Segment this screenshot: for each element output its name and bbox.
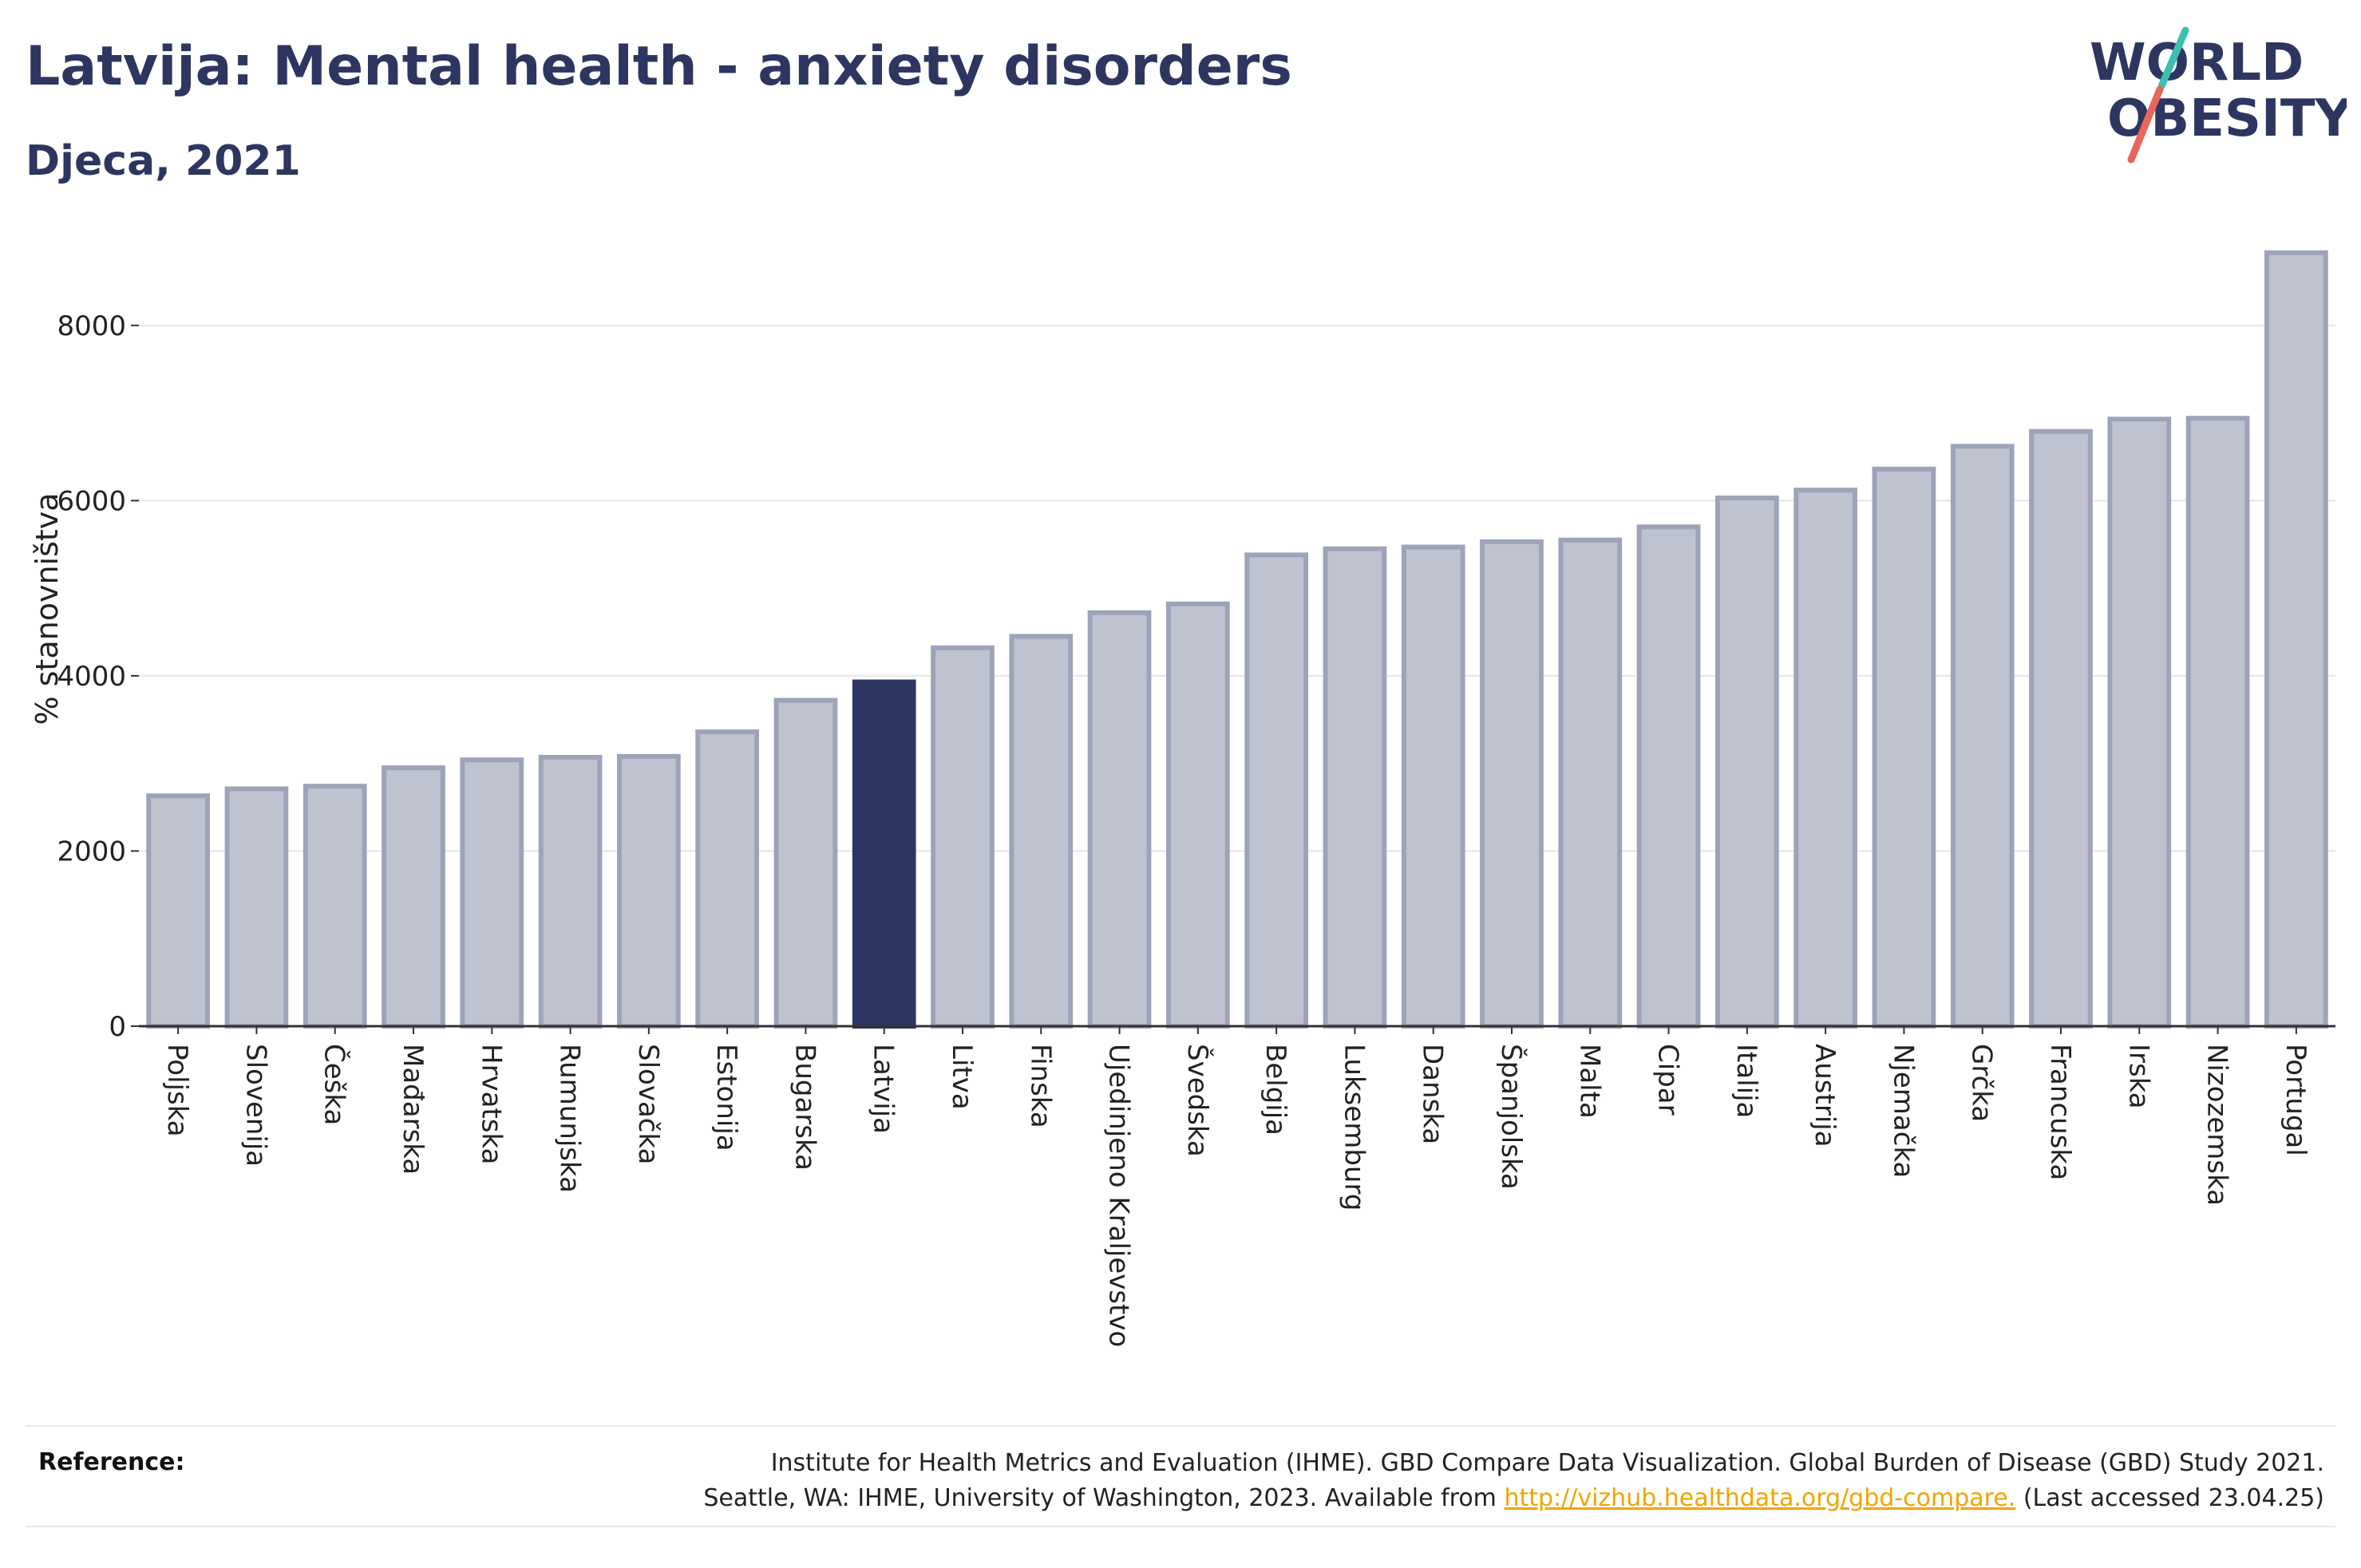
bar [931,645,995,1029]
x-tick-label: Grčka [1966,1044,1998,1122]
page-subtitle: Djeca, 2021 [26,137,301,185]
reference-link[interactable]: http://vizhub.healthdata.org/gbd-compare… [1504,1484,2016,1512]
bar [1244,552,1309,1029]
x-tick-label: Njemačka [1887,1044,1919,1178]
x-tick-label: Slovačka [632,1044,664,1164]
x-tick-label: Švedska [1181,1044,1214,1157]
bar [460,757,524,1029]
bar [695,729,759,1029]
logo-slash-top [2157,26,2189,90]
x-tick-label: Poljska [161,1044,193,1137]
x-tick-label: Litva [946,1044,978,1110]
x-tick-label: Španjolska [1495,1044,1528,1190]
reference-text: Institute for Health Metrics and Evaluat… [488,1446,2324,1516]
footer-divider-top [26,1425,2335,1427]
x-tick-label: Slovenija [239,1044,271,1167]
x-tick-label: Estonija [710,1044,742,1151]
bar [224,786,289,1029]
x-tick-label: Luksemburg [1338,1044,1370,1211]
bar [538,754,603,1029]
bar [1715,496,1779,1029]
x-tick-labels: Poljska Slovenija Češka Mađarska Hrvatska Rum… [161,1026,2312,1347]
x-tick-label: Mađarska [397,1044,429,1175]
bar [1166,601,1230,1029]
y-tick-label: 4000 [57,661,126,693]
bar [2185,416,2250,1029]
bar [146,793,211,1029]
bar [2029,429,2093,1029]
bar [1323,546,1387,1029]
bar [1401,544,1465,1029]
logo-line1: WORLD [2090,34,2304,93]
bar [617,753,681,1029]
x-tick-label: Cipar [1652,1044,1684,1116]
bar [1793,488,1857,1029]
footer-divider-bottom [26,1526,2335,1527]
reference-line2-suffix: (Last accessed 23.04.25) [2015,1484,2324,1512]
world-obesity-logo: WORLD OBESITY [2090,26,2347,164]
bar [1636,524,1701,1029]
bar [382,765,445,1029]
y-tick-labels: 0 2000 4000 6000 8000 [57,310,139,1043]
x-tick-label: Bugarska [789,1044,821,1171]
x-tick-label: Nizozemska [2201,1044,2233,1206]
y-axis-label: % stanovništva [30,492,65,725]
bar [1480,539,1544,1029]
bar [303,784,367,1029]
x-tick-label: Francuska [2044,1044,2076,1180]
reference-line2: Seattle, WA: IHME, University of Washing… [488,1481,2324,1516]
y-tick-label: 0 [109,1011,126,1043]
y-tick-label: 8000 [57,310,126,342]
bar-chart: 0 2000 4000 6000 8000 Poljska Slovenija Češka M… [30,250,2335,1347]
bar [773,697,838,1029]
reference-label: Reference: [38,1448,185,1476]
reference-line1: Institute for Health Metrics and Evaluat… [770,1449,2324,1477]
bar [2264,250,2328,1029]
bar [1009,634,1074,1029]
x-tick-label: Austrija [1809,1044,1841,1147]
bar-highlighted [852,679,916,1029]
x-tick-label: Danska [1417,1044,1449,1144]
bar [2107,417,2172,1029]
x-tick-label: Ujedinjeno Kraljevstvo [1103,1044,1135,1347]
x-tick-label: Finska [1024,1044,1056,1128]
x-tick-label: Irska [2122,1044,2154,1109]
x-tick-label: Hrvatska [475,1044,507,1164]
x-tick-label: Rumunjska [554,1044,586,1193]
x-tick-label: Češka [318,1044,351,1125]
x-tick-label: Belgija [1260,1044,1291,1136]
x-tick-label: Italija [1730,1044,1762,1118]
page-title: Latvija: Mental health - anxiety disorde… [26,35,1292,98]
x-tick-label: Portugal [2280,1044,2312,1156]
bar [1087,610,1152,1029]
x-tick-label: Malta [1573,1044,1605,1119]
reference-line2-prefix: Seattle, WA: IHME, University of Washing… [703,1484,1505,1512]
y-tick-label: 6000 [57,485,126,517]
y-tick-label: 2000 [57,835,126,867]
bars [146,250,2328,1029]
bar [1558,537,1623,1029]
x-tick-label: Latvija [868,1044,900,1134]
bar [1950,444,2015,1029]
bar [1872,466,1936,1029]
logo-slash-bottom [2127,85,2164,164]
